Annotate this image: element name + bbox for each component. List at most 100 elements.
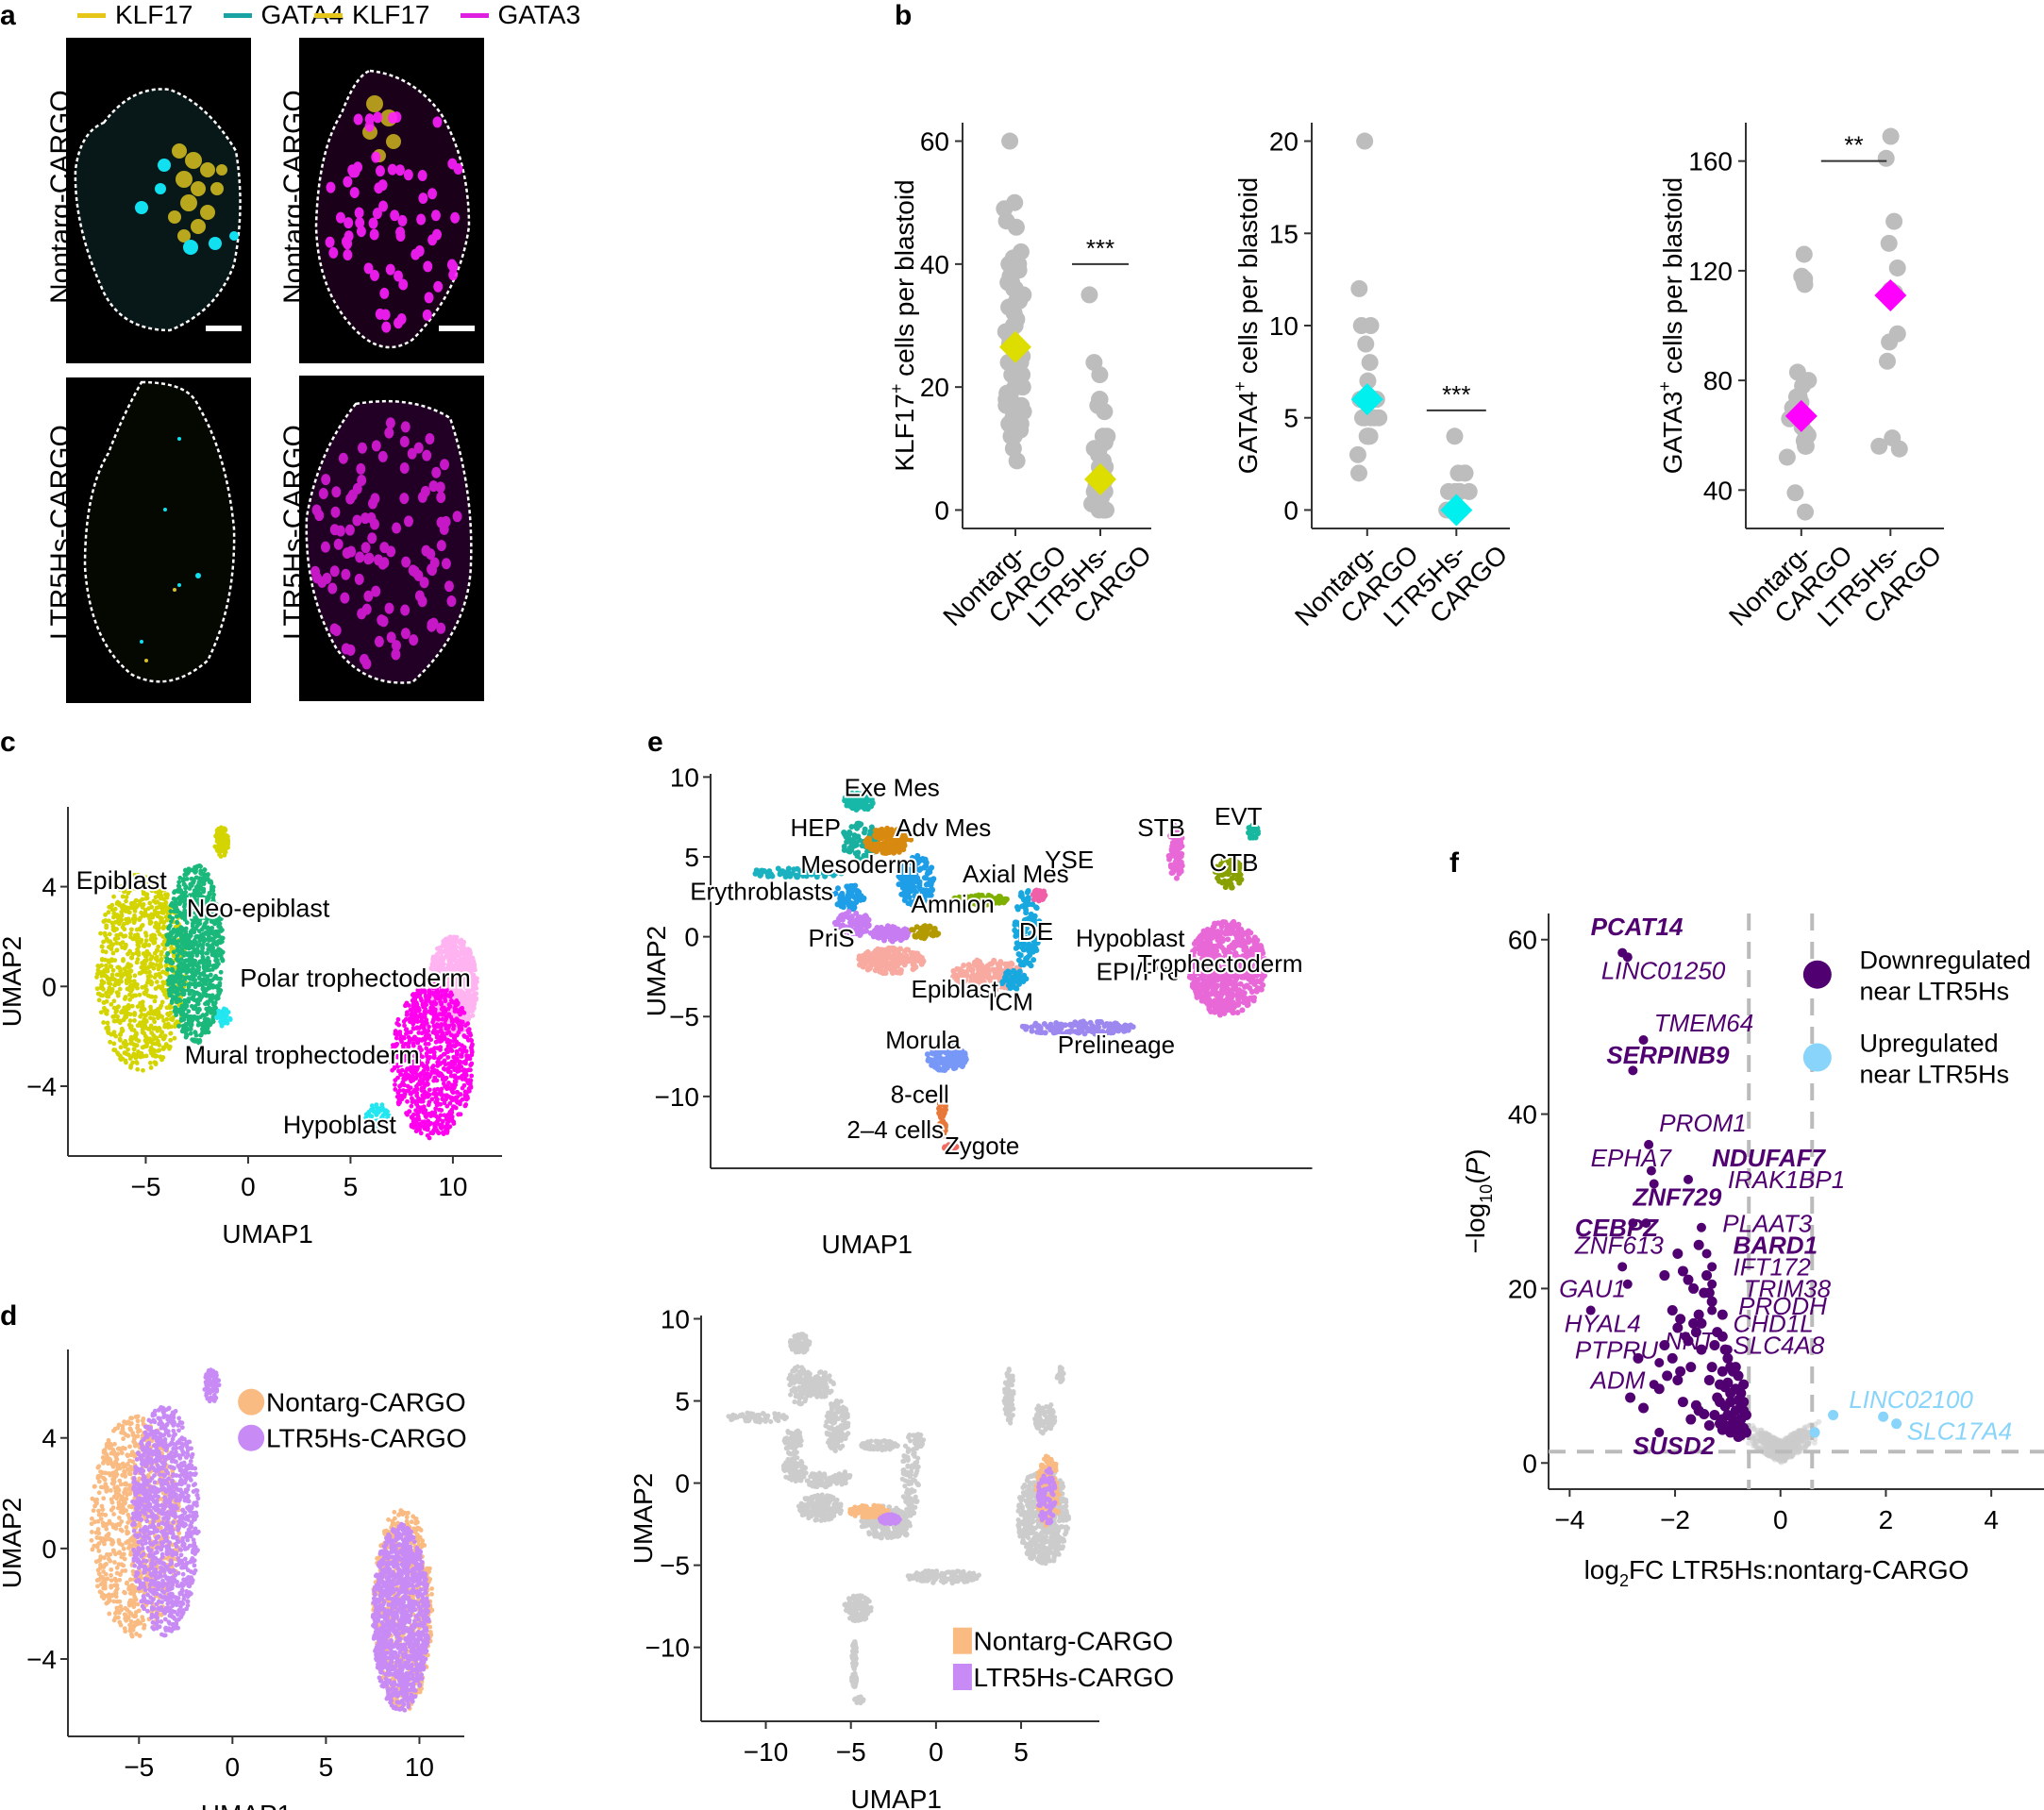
- umap-point: [447, 1004, 453, 1010]
- umap-point: [443, 1036, 448, 1042]
- nucleus: [311, 504, 322, 516]
- nucleus: [444, 580, 454, 593]
- umap-point: [168, 909, 174, 914]
- umap-point: [471, 983, 477, 989]
- significance-label: ***: [1442, 380, 1470, 409]
- umap-point: [179, 947, 185, 952]
- nucleus: [417, 491, 427, 503]
- umap-point: [430, 1112, 436, 1117]
- umap-point: [453, 1059, 459, 1064]
- umap-point: [151, 1049, 157, 1055]
- umap-point: [840, 927, 846, 933]
- umap-point: [96, 997, 102, 1003]
- umap-point: [414, 1018, 420, 1024]
- nucleus: [341, 568, 351, 580]
- nucleus: [388, 111, 398, 124]
- umap-point: [100, 969, 106, 975]
- umap-point: [216, 933, 222, 939]
- umap-point: [453, 1079, 459, 1084]
- umap-point: [438, 983, 444, 989]
- umap-point: [416, 1096, 421, 1101]
- nucleus: [331, 486, 342, 498]
- umap-point: [184, 970, 190, 975]
- umap-point: [213, 901, 219, 907]
- umap-point: [159, 949, 164, 955]
- umap-point: [428, 1121, 434, 1126]
- umap-point: [466, 1005, 472, 1011]
- umap-point: [123, 1044, 128, 1049]
- nucleus: [356, 462, 366, 475]
- nucleus: [427, 188, 438, 200]
- umap-point: [219, 1012, 225, 1016]
- umap-point: [101, 939, 107, 945]
- umap-point: [171, 897, 176, 901]
- umap-point: [142, 942, 148, 947]
- nucleus: [446, 595, 457, 608]
- umap-point: [394, 1021, 400, 1026]
- data-point: [1091, 366, 1109, 384]
- umap-point: [183, 1033, 189, 1039]
- umap-point: [106, 910, 111, 915]
- umap-point: [898, 891, 905, 897]
- umap-point: [847, 882, 854, 889]
- umap-point: [455, 1069, 461, 1074]
- umap-point: [103, 912, 108, 917]
- umap-point: [196, 1040, 202, 1045]
- data-point: [1097, 501, 1115, 519]
- umap-point: [157, 931, 162, 937]
- umap-point: [844, 911, 850, 917]
- umap-point: [463, 1073, 469, 1078]
- umap-point: [142, 930, 148, 936]
- umap-point: [193, 1039, 198, 1044]
- umap-point: [439, 1001, 444, 1007]
- panel-letter-f: f: [1449, 847, 1459, 879]
- umap-point: [381, 1116, 386, 1122]
- umap-point: [469, 960, 474, 965]
- umap-point: [196, 982, 202, 987]
- umap-point: [111, 894, 116, 899]
- panel-letter-b: b: [895, 0, 913, 31]
- umap-point: [379, 1102, 385, 1108]
- umap-point: [784, 869, 791, 876]
- umap-point: [153, 1062, 159, 1066]
- umap-point: [159, 919, 164, 925]
- umap-point: [181, 981, 187, 987]
- umap-point: [177, 969, 183, 974]
- nucleus: [347, 164, 358, 176]
- umap-point: [136, 949, 142, 955]
- umap-point: [109, 957, 114, 963]
- umap-point: [132, 1012, 138, 1017]
- y-tick-label: 40: [1703, 476, 1733, 505]
- umap-point: [139, 1008, 143, 1014]
- umap-point: [167, 913, 173, 919]
- umap-point: [146, 943, 152, 947]
- umap-point: [451, 1054, 457, 1060]
- micrograph-nontarg-gata3-drawing: [314, 69, 471, 349]
- umap-point: [158, 975, 163, 980]
- umap-point: [143, 938, 149, 943]
- umap-point: [896, 848, 902, 855]
- umap-point: [867, 791, 874, 797]
- umap-point: [451, 1096, 457, 1101]
- umap-point: [104, 963, 109, 968]
- nucleus: [384, 427, 394, 439]
- umap-point: [220, 847, 226, 853]
- umap-point: [200, 986, 206, 992]
- umap-point: [449, 1089, 455, 1094]
- umap-point: [114, 932, 119, 938]
- umap-point: [419, 1088, 425, 1093]
- nucleus: [391, 640, 401, 652]
- umap-point: [162, 946, 167, 951]
- nucleus: [403, 169, 413, 181]
- umap-point: [110, 950, 116, 956]
- data-point: [1881, 333, 1899, 351]
- umap-point: [464, 1054, 470, 1060]
- panel-a-legend-right: KLF17 GATA3: [314, 0, 580, 30]
- umap-point: [149, 981, 154, 987]
- nucleus: [386, 545, 396, 558]
- umap-point: [421, 1036, 427, 1042]
- umap-point: [122, 889, 126, 895]
- umap-point: [132, 973, 138, 979]
- umap-point: [133, 1032, 138, 1038]
- umap-point: [201, 935, 207, 941]
